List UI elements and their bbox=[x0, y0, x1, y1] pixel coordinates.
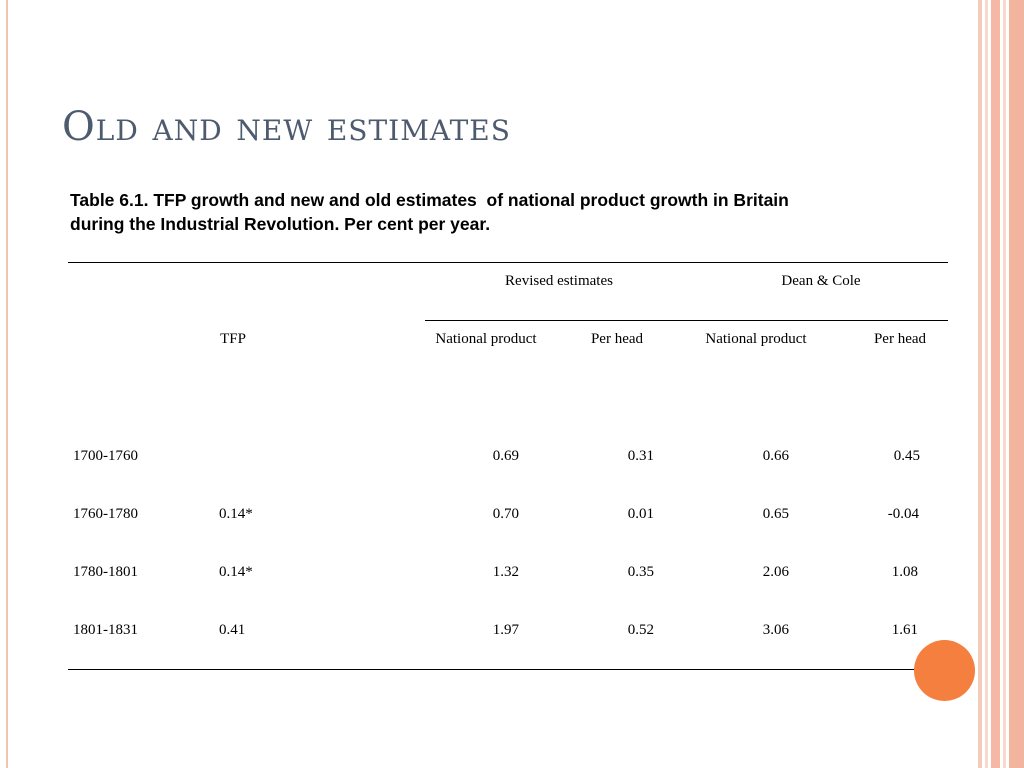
row-dc-per-head: 1.61 bbox=[891, 622, 918, 638]
decorative-stripe bbox=[991, 0, 1000, 768]
row-rev-per-head: 0.31 bbox=[627, 448, 654, 464]
row-rev-national: 0.70 bbox=[492, 506, 519, 522]
row-period: 1780-1801 bbox=[73, 564, 138, 580]
row-rev-per-head: 0.52 bbox=[627, 622, 654, 638]
table-top-rule bbox=[68, 262, 948, 263]
row-tfp: 0.41 bbox=[219, 622, 246, 638]
group-header-revised: Revised estimates bbox=[505, 273, 613, 289]
group-header-rule bbox=[425, 320, 948, 321]
row-rev-national: 0.69 bbox=[492, 448, 519, 464]
decorative-stripe bbox=[1003, 0, 1006, 768]
left-border-line bbox=[0, 0, 8, 768]
row-dc-national: 3.06 bbox=[762, 622, 789, 638]
row-tfp: 0.14* bbox=[219, 506, 253, 522]
row-dc-per-head: 1.08 bbox=[891, 564, 918, 580]
column-header-rev-national: National product bbox=[435, 331, 537, 347]
caption-line-1: Table 6.1. TFP growth and new and old es… bbox=[70, 190, 789, 210]
slide-title: Old and new estimates bbox=[62, 104, 511, 150]
row-rev-national: 1.32 bbox=[492, 564, 519, 580]
row-rev-per-head: 0.35 bbox=[627, 564, 654, 580]
row-dc-national: 0.65 bbox=[762, 506, 789, 522]
table-bottom-rule bbox=[68, 669, 948, 670]
column-header-tfp: TFP bbox=[220, 331, 246, 347]
row-rev-per-head: 0.01 bbox=[627, 506, 654, 522]
row-dc-national: 0.66 bbox=[762, 448, 789, 464]
decorative-stripe bbox=[1009, 0, 1024, 768]
row-period: 1801-1831 bbox=[73, 622, 138, 638]
group-header-dean-cole: Dean & Cole bbox=[781, 273, 861, 289]
row-dc-per-head: -0.04 bbox=[887, 506, 919, 522]
column-header-rev-per-head: Per head bbox=[590, 331, 644, 347]
table-caption: Table 6.1. TFP growth and new and old es… bbox=[70, 188, 930, 236]
row-period: 1700-1760 bbox=[73, 448, 138, 464]
row-period: 1760-1780 bbox=[73, 506, 138, 522]
column-header-dc-per-head: Per head bbox=[873, 331, 927, 347]
row-dc-national: 2.06 bbox=[762, 564, 789, 580]
row-dc-per-head: 0.45 bbox=[893, 448, 920, 464]
decorative-stripe bbox=[985, 0, 988, 768]
decorative-orange-circle bbox=[914, 640, 975, 701]
decorative-stripe bbox=[978, 0, 982, 768]
row-rev-national: 1.97 bbox=[492, 622, 519, 638]
caption-line-2: during the Industrial Revolution. Per ce… bbox=[70, 214, 491, 234]
row-tfp: 0.14* bbox=[219, 564, 253, 580]
column-header-dc-national: National product bbox=[705, 331, 807, 347]
